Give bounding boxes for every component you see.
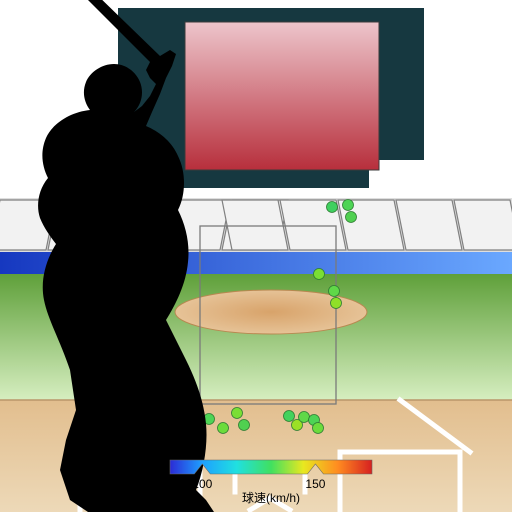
legend-tick-label: 150 [305,477,325,491]
legend-tick-label: 100 [192,477,212,491]
scoreboard-screen [185,22,379,170]
pitch-marker [239,420,250,431]
mound [175,290,367,334]
pitch-marker [343,200,354,211]
pitch-marker [331,298,342,309]
pitch-marker [232,408,243,419]
pitch-marker [346,212,357,223]
pitch-chart: 100 150 球速(km/h) [0,0,512,512]
stands-panel [454,200,512,250]
pitch-marker [218,423,229,434]
pitch-marker [329,286,340,297]
stands-panel [222,200,288,250]
pitch-marker [314,269,325,280]
legend-axis-label: 球速(km/h) [242,491,300,505]
pitch-marker [327,202,338,213]
pitch-marker [313,423,324,434]
pitch-marker [284,411,295,422]
stands-panel [396,200,462,250]
pitch-marker [299,412,310,423]
